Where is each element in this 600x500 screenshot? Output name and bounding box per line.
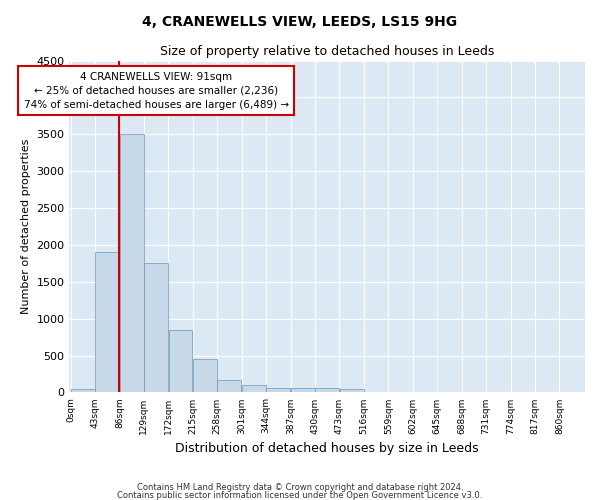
Y-axis label: Number of detached properties: Number of detached properties <box>21 139 31 314</box>
Bar <box>119 134 143 392</box>
Bar <box>291 388 315 392</box>
Bar <box>266 388 290 392</box>
Text: Contains public sector information licensed under the Open Government Licence v3: Contains public sector information licen… <box>118 490 482 500</box>
X-axis label: Distribution of detached houses by size in Leeds: Distribution of detached houses by size … <box>175 442 479 455</box>
Bar <box>315 388 339 392</box>
Bar <box>340 388 364 392</box>
Bar <box>95 252 119 392</box>
Text: 4 CRANEWELLS VIEW: 91sqm
← 25% of detached houses are smaller (2,236)
74% of sem: 4 CRANEWELLS VIEW: 91sqm ← 25% of detach… <box>23 72 289 110</box>
Bar <box>193 359 217 392</box>
Bar <box>144 264 168 392</box>
Bar <box>169 330 193 392</box>
Text: 4, CRANEWELLS VIEW, LEEDS, LS15 9HG: 4, CRANEWELLS VIEW, LEEDS, LS15 9HG <box>142 15 458 29</box>
Text: Contains HM Land Registry data © Crown copyright and database right 2024.: Contains HM Land Registry data © Crown c… <box>137 483 463 492</box>
Bar <box>242 385 266 392</box>
Bar <box>217 380 241 392</box>
Bar <box>71 388 95 392</box>
Title: Size of property relative to detached houses in Leeds: Size of property relative to detached ho… <box>160 45 494 58</box>
